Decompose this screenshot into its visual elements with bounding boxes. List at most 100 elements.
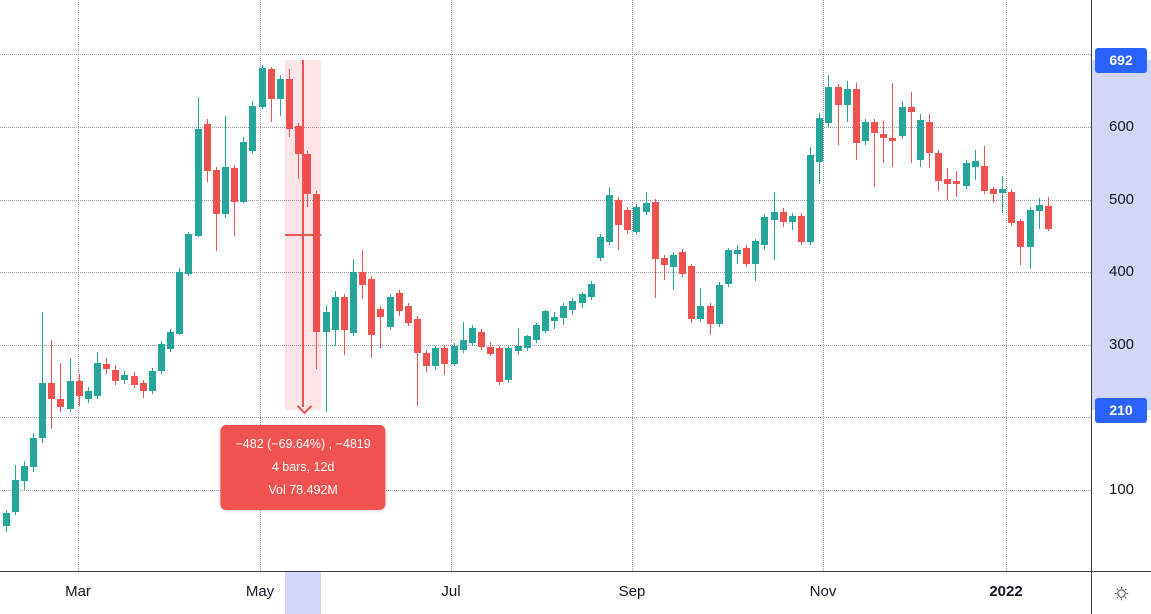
- gridline-h: [0, 344, 1091, 346]
- candle-wick: [736, 245, 738, 265]
- price-tick-label: 500: [1108, 190, 1135, 208]
- candle: [980, 166, 988, 191]
- price-axis[interactable]: 600 500 400 300 100 692 210: [1092, 0, 1151, 571]
- candle: [560, 306, 568, 318]
- candle-wick: [663, 254, 665, 281]
- candle-wick: [837, 84, 839, 146]
- price-tick-label: 100: [1108, 481, 1135, 498]
- candle: [999, 189, 1007, 193]
- candle-wick: [672, 251, 674, 290]
- candle: [596, 236, 604, 259]
- candle: [724, 249, 732, 285]
- candle: [541, 311, 549, 331]
- candle: [898, 106, 906, 137]
- candle: [313, 193, 321, 333]
- candle: [487, 347, 495, 354]
- candle: [496, 347, 504, 383]
- candle: [953, 180, 961, 185]
- candle: [871, 121, 879, 134]
- candle: [322, 312, 330, 333]
- candle: [386, 296, 394, 328]
- measure-arrow-line: [302, 60, 305, 408]
- candle: [139, 382, 147, 392]
- candle-wick: [462, 321, 464, 353]
- candle: [1026, 209, 1034, 247]
- candle-wick: [700, 288, 702, 322]
- candle: [971, 161, 979, 167]
- price-badge-low: 210: [1095, 397, 1147, 423]
- candle-wick: [416, 315, 418, 406]
- candle-wick: [380, 305, 382, 349]
- candle: [587, 283, 595, 297]
- candle: [935, 153, 943, 181]
- candle: [349, 271, 357, 334]
- time-tick-label: Nov: [809, 583, 837, 600]
- candle: [514, 346, 522, 352]
- candle: [715, 284, 723, 325]
- candle: [523, 336, 531, 348]
- price-axis-separator: [1091, 0, 1092, 614]
- time-tick-label: May: [245, 583, 275, 600]
- candle-wick: [956, 171, 958, 198]
- candle: [925, 121, 933, 154]
- candle: [66, 381, 74, 409]
- candle: [669, 254, 677, 268]
- gridline-h: [0, 272, 1091, 274]
- candle: [788, 216, 796, 223]
- gridline-h: [0, 417, 1091, 419]
- candle: [779, 211, 787, 223]
- candle: [340, 296, 348, 331]
- candle: [148, 370, 156, 392]
- candle: [916, 119, 924, 161]
- candle: [267, 68, 275, 99]
- candle: [359, 271, 367, 285]
- candle: [642, 203, 650, 212]
- candle: [167, 331, 175, 350]
- candle: [368, 278, 376, 335]
- candle-wick: [874, 119, 876, 188]
- candle-wick: [773, 192, 775, 260]
- candle: [441, 347, 449, 364]
- candle: [615, 200, 623, 225]
- candle: [962, 162, 970, 186]
- candle: [697, 306, 705, 319]
- candle-wick: [892, 83, 894, 167]
- candle: [733, 249, 741, 255]
- measure-volume-line: Vol 78.492M: [268, 483, 338, 498]
- candle: [185, 234, 193, 275]
- candle: [989, 189, 997, 195]
- candle: [130, 376, 138, 385]
- candle-wick: [1038, 198, 1040, 229]
- candle: [605, 195, 613, 242]
- candle: [761, 217, 769, 245]
- measure-bars-line: 4 bars, 12d: [271, 460, 335, 475]
- candle: [258, 68, 266, 107]
- candle: [459, 339, 467, 350]
- time-axis-settings-button[interactable]: [1092, 572, 1151, 614]
- candle: [660, 257, 668, 265]
- candle: [797, 216, 805, 243]
- candle: [944, 179, 952, 185]
- candle: [834, 87, 842, 106]
- candle: [1017, 221, 1025, 248]
- candle: [121, 374, 129, 380]
- candle: [551, 316, 559, 321]
- gridline-h: [0, 54, 1091, 56]
- candle-wick: [42, 312, 44, 443]
- candle: [624, 209, 632, 231]
- gridline-v: [451, 0, 452, 571]
- time-axis-separator: [0, 571, 1151, 572]
- time-axis[interactable]: Mar May Jul Sep Nov 2022: [0, 572, 1091, 614]
- candle: [240, 142, 248, 202]
- candle: [29, 437, 37, 467]
- candle: [331, 296, 339, 331]
- candle: [880, 133, 888, 138]
- candle: [432, 347, 440, 366]
- price-badge-high: 692: [1095, 47, 1147, 73]
- candle: [532, 324, 540, 340]
- plot-area[interactable]: −482 (−69.64%) , −4819 4 bars, 12d Vol 7…: [0, 0, 1091, 571]
- candle: [861, 121, 869, 142]
- candle: [651, 201, 659, 260]
- candle: [203, 124, 211, 172]
- candle: [377, 308, 385, 318]
